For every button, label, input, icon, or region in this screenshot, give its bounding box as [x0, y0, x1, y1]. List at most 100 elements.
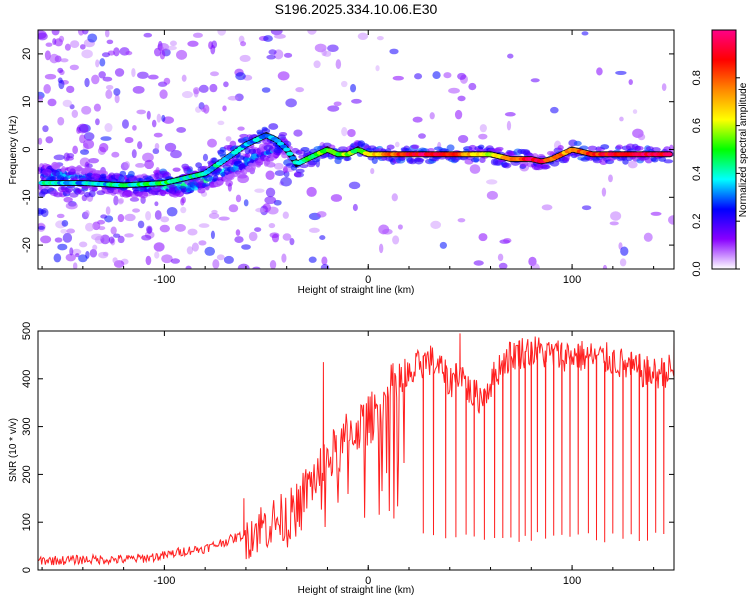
- spectrogram-noise-blob: [277, 71, 290, 81]
- snr-ytick-label: 300: [21, 417, 33, 435]
- spectrogram-noise-blob: [192, 32, 203, 38]
- spectrogram-ridge-halo: [261, 128, 271, 134]
- spectrogram-noise-blob: [105, 84, 114, 90]
- spectrogram-noise-blob: [414, 73, 423, 80]
- spectrogram-noise-blob: [293, 129, 303, 137]
- spectrogram-noise-blob: [69, 247, 74, 256]
- spectrogram-noise-blob: [429, 112, 435, 120]
- spectrogram-noise-blob: [198, 240, 207, 246]
- spectrogram-noise-blob: [145, 255, 152, 266]
- spectrogram-ridge-halo: [495, 146, 504, 151]
- spectrogram-noise-blob: [264, 196, 277, 205]
- spectrogram-ridge-halo: [263, 144, 274, 151]
- spectrogram-noise-blob: [71, 248, 82, 256]
- spectrogram-noise-blob: [541, 204, 553, 211]
- snr-xtick-label: 0: [365, 575, 371, 587]
- spectrogram-noise-blob: [162, 116, 175, 124]
- spectrogram-ridge-halo: [136, 177, 144, 182]
- spectrogram-noise-blob: [321, 256, 328, 265]
- spectrogram-noise-blob: [117, 235, 125, 244]
- spectrogram-noise-blob: [323, 50, 332, 57]
- spectrogram-noise-blob: [187, 40, 199, 47]
- spectrogram-noise-blob: [99, 58, 106, 67]
- spectrogram-noise-blob: [153, 242, 165, 252]
- spectrogram-noise-blob: [71, 109, 79, 118]
- spectrogram-noise-blob: [113, 233, 121, 238]
- spectrogram-ridge-halo: [56, 175, 65, 182]
- spectrogram-noise-blob: [243, 199, 249, 207]
- spectrogram-ridge-halo: [663, 159, 674, 164]
- spectrogram-ridge-halo: [45, 172, 52, 178]
- spectrogram-noise-blob: [225, 136, 232, 142]
- spectrogram-ridge-halo: [118, 175, 125, 182]
- spectrogram-noise-blob: [350, 83, 357, 93]
- spectrogram-ridge-halo: [49, 176, 57, 181]
- spectrogram-noise-blob: [370, 167, 375, 175]
- spectrogram-noise-blob: [351, 98, 362, 104]
- spectrogram-noise-blob: [147, 74, 159, 80]
- snr-ytick-label: 400: [21, 370, 33, 388]
- spectrogram-noise-blob: [273, 162, 284, 170]
- spectrogram-noise-blob: [448, 87, 460, 94]
- spectrogram-ytick-label: 10: [21, 96, 33, 108]
- spectrogram-noise-blob: [117, 214, 125, 223]
- spectrogram-ridge-halo: [40, 188, 49, 195]
- spectrogram-noise-blob: [235, 194, 242, 203]
- spectrogram-noise-blob: [252, 266, 261, 269]
- spectrogram-noise-blob: [53, 253, 62, 263]
- spectrogram-noise-blob: [418, 133, 426, 139]
- spectrogram-noise-blob: [316, 211, 327, 218]
- spectrogram-noise-blob: [661, 83, 667, 92]
- spectrogram-noise-blob: [145, 210, 152, 221]
- spectrogram-noise-blob: [263, 35, 273, 42]
- spectrogram-noise-blob: [308, 256, 317, 263]
- spectrogram-noise-blob: [454, 109, 463, 120]
- spectrogram-noise-blob: [283, 52, 293, 58]
- spectrogram-noise-blob: [44, 73, 57, 80]
- spectrogram-noise-blob: [227, 182, 232, 192]
- chart-title: S196.2025.334.10.06.E30: [274, 1, 438, 17]
- spectrogram-noise-blob: [198, 223, 210, 228]
- spectrogram-noise-blob: [265, 170, 275, 181]
- spectrogram-noise-blob: [412, 116, 423, 123]
- spectrogram-noise-blob: [40, 235, 52, 244]
- spectrogram-noise-blob: [76, 123, 89, 134]
- spectrogram-noise-blob: [457, 218, 466, 223]
- spectrogram-noise-blob: [255, 207, 266, 213]
- spectrogram-ridge-halo: [139, 191, 149, 199]
- spectrogram-noise-blob: [75, 253, 80, 258]
- spectrogram-ytick-label: 0: [21, 146, 33, 152]
- spectrogram-noise-blob: [57, 67, 64, 74]
- spectrogram-noise-blob: [531, 263, 540, 269]
- spectrogram-noise-blob: [550, 106, 559, 114]
- spectrogram-noise-blob: [615, 70, 627, 75]
- spectrogram-ridge-halo: [295, 168, 305, 174]
- spectrogram-noise-blob: [142, 152, 154, 163]
- spectrogram-noise-blob: [102, 251, 109, 257]
- spectrogram-noise-blob: [237, 263, 250, 269]
- spectrogram-noise-blob: [69, 64, 79, 71]
- spectrogram-noise-blob: [43, 83, 51, 94]
- spectrogram-noise-blob: [132, 208, 141, 213]
- spectrogram-noise-blob: [581, 205, 592, 211]
- spectrogram-noise-blob: [207, 138, 217, 148]
- spectrogram-noise-blob: [161, 254, 173, 264]
- spectrogram-ridge-halo: [127, 170, 135, 178]
- spectrogram-noise-blob: [49, 53, 59, 64]
- spectrogram-noise-blob: [430, 220, 442, 229]
- spectrogram-noise-blob: [159, 224, 170, 233]
- spectrogram-noise-blob: [111, 151, 120, 158]
- spectrogram-noise-blob: [202, 153, 209, 162]
- spectrogram-noise-blob: [632, 109, 638, 114]
- spectrogram-noise-blob: [54, 237, 63, 243]
- spectrogram-noise-blob: [267, 206, 279, 215]
- spectrogram-noise-blob: [271, 233, 280, 243]
- spectrogram-noise-blob: [95, 59, 100, 68]
- spectrogram-noise-blob: [58, 79, 65, 90]
- spectrogram-noise-blob: [602, 264, 608, 269]
- spectrogram-y-label: Frequency (Hz): [8, 116, 19, 185]
- spectrogram-noise-blob: [191, 242, 199, 252]
- spectrogram-noise-blob: [439, 241, 448, 249]
- colorbar: 0.0 0.2 0.4 0.6 0.8 Normalized spectral ampl…: [691, 29, 749, 277]
